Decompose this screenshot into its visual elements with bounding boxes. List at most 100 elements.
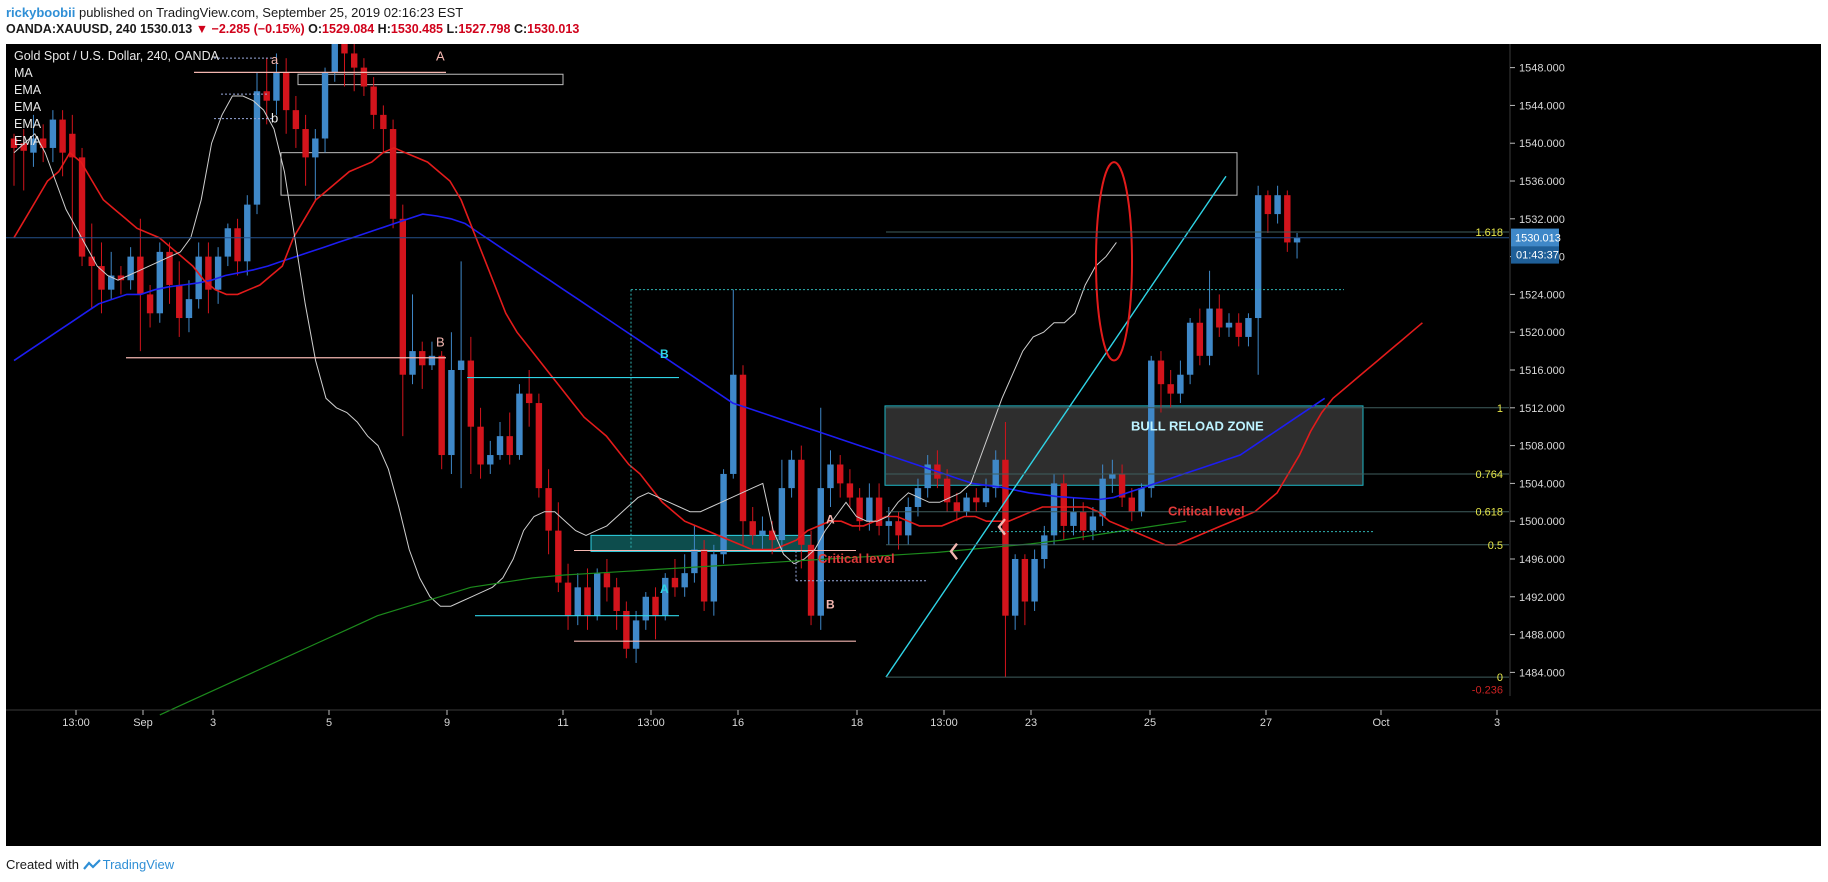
y-tick-label: 1520.000 [1519, 327, 1565, 339]
candle-body [389, 129, 397, 219]
candle-body [496, 436, 504, 456]
candle-body [681, 573, 688, 588]
low-value: 1527.798 [458, 22, 511, 36]
candle-body [1099, 478, 1106, 517]
candle-body [59, 119, 66, 153]
candle-body [1050, 483, 1058, 536]
candle-body [1264, 195, 1272, 215]
candle-body [1002, 459, 1009, 616]
x-tick-label: 25 [1144, 717, 1156, 729]
candle-body [895, 521, 902, 536]
y-tick-label: 1500.000 [1519, 516, 1565, 528]
candle-body [545, 488, 552, 531]
candle-body [564, 582, 572, 616]
author-link[interactable]: rickyboobii [6, 5, 76, 20]
high-label: H: [377, 22, 391, 36]
candle-body [214, 256, 222, 290]
candle-body [224, 228, 232, 257]
ma-white-line [13, 95, 1117, 607]
candle-body [331, 44, 338, 73]
candle-body [428, 355, 436, 366]
legend-ema-2: EMA [14, 100, 42, 114]
symbol-label: OANDA:XAUUSD, 240 [6, 22, 137, 36]
candle-body [875, 497, 883, 526]
x-tick-label: 5 [326, 717, 332, 729]
publish-header: rickyboobii published on TradingView.com… [6, 4, 579, 42]
candle-body [885, 521, 892, 526]
axes: 1548.000 1544.000 1540.000 1536.000 1532.000… [6, 44, 1821, 729]
candle-body [380, 114, 387, 130]
candle-body [253, 91, 261, 205]
candle-body [1245, 318, 1252, 337]
last-price-badge-text: 1530.013 [1515, 233, 1561, 245]
fib-label: 0.618 [1475, 507, 1503, 519]
candle-body [778, 488, 786, 541]
price-chart[interactable]: 1.618 1 0.764 0.618 0.5 0-0.236 BULL RELOAD ZO… [6, 44, 1821, 846]
candle-body [623, 610, 630, 649]
label-b-small: b [271, 111, 278, 126]
legend-ma: MA [14, 66, 33, 80]
y-tick-label: 1536.000 [1519, 176, 1565, 188]
candle-body [652, 596, 659, 616]
candle-body [866, 497, 873, 522]
drawings: 1.618 1 0.764 0.618 0.5 0-0.236 BULL RELOAD ZO… [126, 48, 1509, 696]
candle-body [632, 620, 640, 649]
candle-body [312, 138, 319, 158]
candle-body [409, 351, 416, 375]
y-tick-label: 1488.000 [1519, 630, 1565, 642]
candle-body [156, 251, 163, 314]
candle-body [205, 256, 212, 290]
label-B-mid: B [826, 597, 835, 611]
candle-body [807, 544, 815, 616]
candle-body [438, 355, 445, 456]
candle-body [39, 138, 47, 148]
open-value: 1529.084 [322, 22, 375, 36]
footer: Created with TradingView [6, 857, 174, 872]
candle-body [1206, 308, 1213, 356]
candle-body [282, 72, 290, 111]
x-tick-label: 3 [1494, 717, 1500, 729]
x-tick-label: 11 [557, 717, 568, 729]
y-tick-label: 1524.000 [1519, 289, 1565, 301]
candle-body [20, 143, 27, 151]
bull-reload-zone-label: BULL RELOAD ZONE [1131, 419, 1264, 434]
candle-body [1089, 516, 1097, 531]
x-tick-label: 9 [444, 717, 450, 729]
candle-body [982, 488, 990, 503]
candle-body [1225, 322, 1233, 328]
candle-body [1235, 322, 1242, 337]
tradingview-link[interactable]: TradingView [102, 857, 175, 872]
candle-body [467, 360, 475, 427]
candle-body [127, 256, 134, 281]
top-box [297, 73, 564, 86]
candle-body [88, 256, 95, 267]
ema-blue-line [13, 213, 1326, 501]
fib-label: 1 [1497, 403, 1503, 415]
price-change: ▼ −2.285 (−0.15%) [195, 22, 305, 36]
candle-body [1216, 308, 1223, 328]
legend: Gold Spot / U.S. Dollar, 240, OANDA MA E… [14, 49, 220, 148]
symbol-line: OANDA:XAUUSD, 240 1530.013 ▼ −2.285 (−0.… [6, 21, 579, 38]
arrow-left-icon [949, 542, 958, 560]
candle-body [856, 497, 863, 522]
label-B-cyan: B [660, 347, 669, 361]
candle-body [574, 587, 581, 616]
y-tick-label: 1516.000 [1519, 365, 1565, 377]
candle-body [108, 275, 115, 290]
candle-body [399, 218, 406, 375]
candle-body [137, 256, 144, 295]
candles [10, 44, 1301, 678]
candle-body [788, 459, 795, 489]
candle-body [448, 370, 455, 456]
candle-body [1080, 511, 1087, 531]
chart-area[interactable]: 1.618 1 0.764 0.618 0.5 0 -0.236 BULL RELOAD ZO… [6, 44, 1821, 846]
candle-body [1254, 195, 1262, 319]
y-tick-label: 1540.000 [1519, 138, 1565, 150]
trendline [885, 175, 1227, 678]
x-tick-label: 16 [732, 717, 744, 729]
candle-body [730, 374, 737, 474]
candle-body [360, 67, 368, 87]
candle-body [584, 587, 591, 616]
candle-body [1284, 195, 1291, 243]
candle-body [98, 266, 105, 290]
